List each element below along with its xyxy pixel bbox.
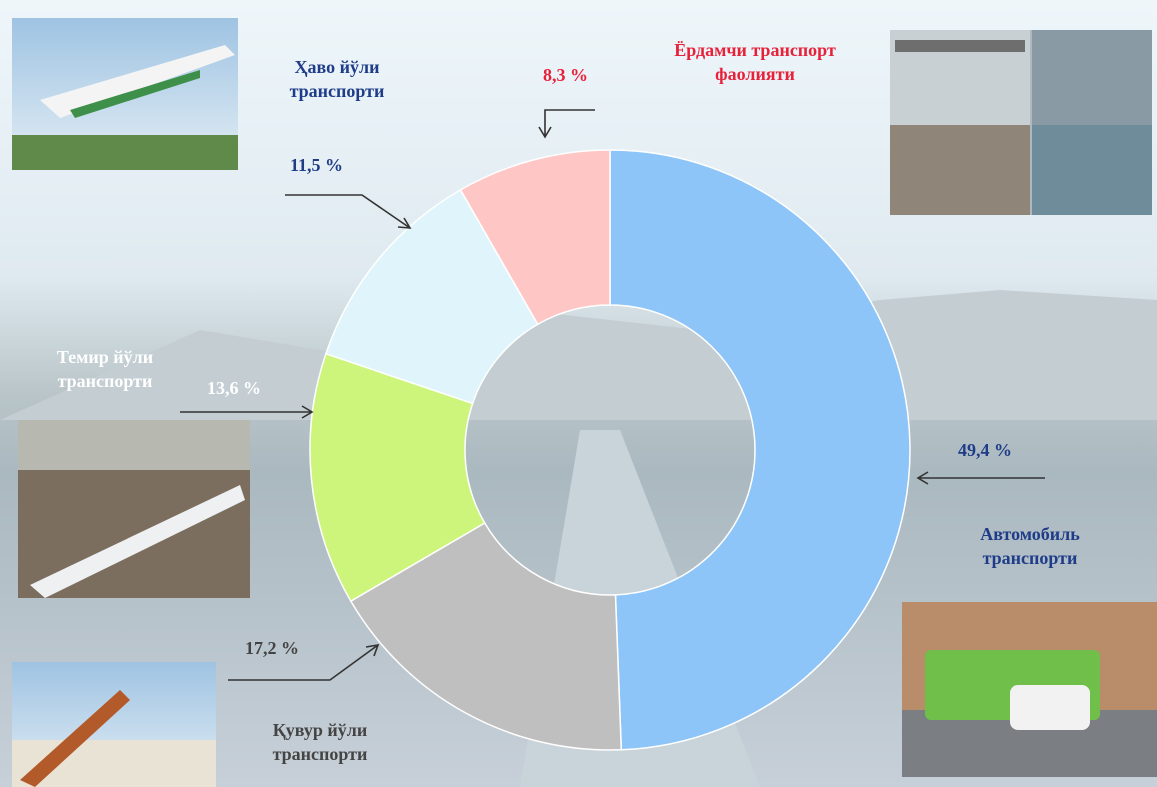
photo-train xyxy=(18,420,250,598)
value-label: 8,3 % xyxy=(543,65,588,85)
photo-pipe xyxy=(12,662,216,787)
photo-bus xyxy=(902,602,1157,777)
donut-segment xyxy=(459,149,611,326)
photo-terminal xyxy=(890,30,1152,215)
category-label: Автомобиль транспорти xyxy=(980,524,1080,568)
photo-plane xyxy=(12,18,238,170)
category-label: Ёрдамчи транспорт фаолияти xyxy=(674,40,836,84)
donut-segment xyxy=(309,352,486,603)
category-label: Қувур йўли транспорти xyxy=(272,720,368,764)
value-label: 17,2 % xyxy=(245,638,299,658)
value-label: 49,4 % xyxy=(958,440,1012,460)
donut xyxy=(309,149,911,751)
donut-segment xyxy=(349,521,623,751)
category-label: Ҳаво йўли транспорти xyxy=(289,57,385,101)
donut-segment xyxy=(324,188,539,405)
value-label: 11,5 % xyxy=(290,155,344,175)
arrows xyxy=(180,109,1045,681)
donut-segment xyxy=(609,149,911,751)
value-label: 13,6 % xyxy=(207,378,261,398)
category-label: Темир йўли транспорти xyxy=(56,347,154,391)
